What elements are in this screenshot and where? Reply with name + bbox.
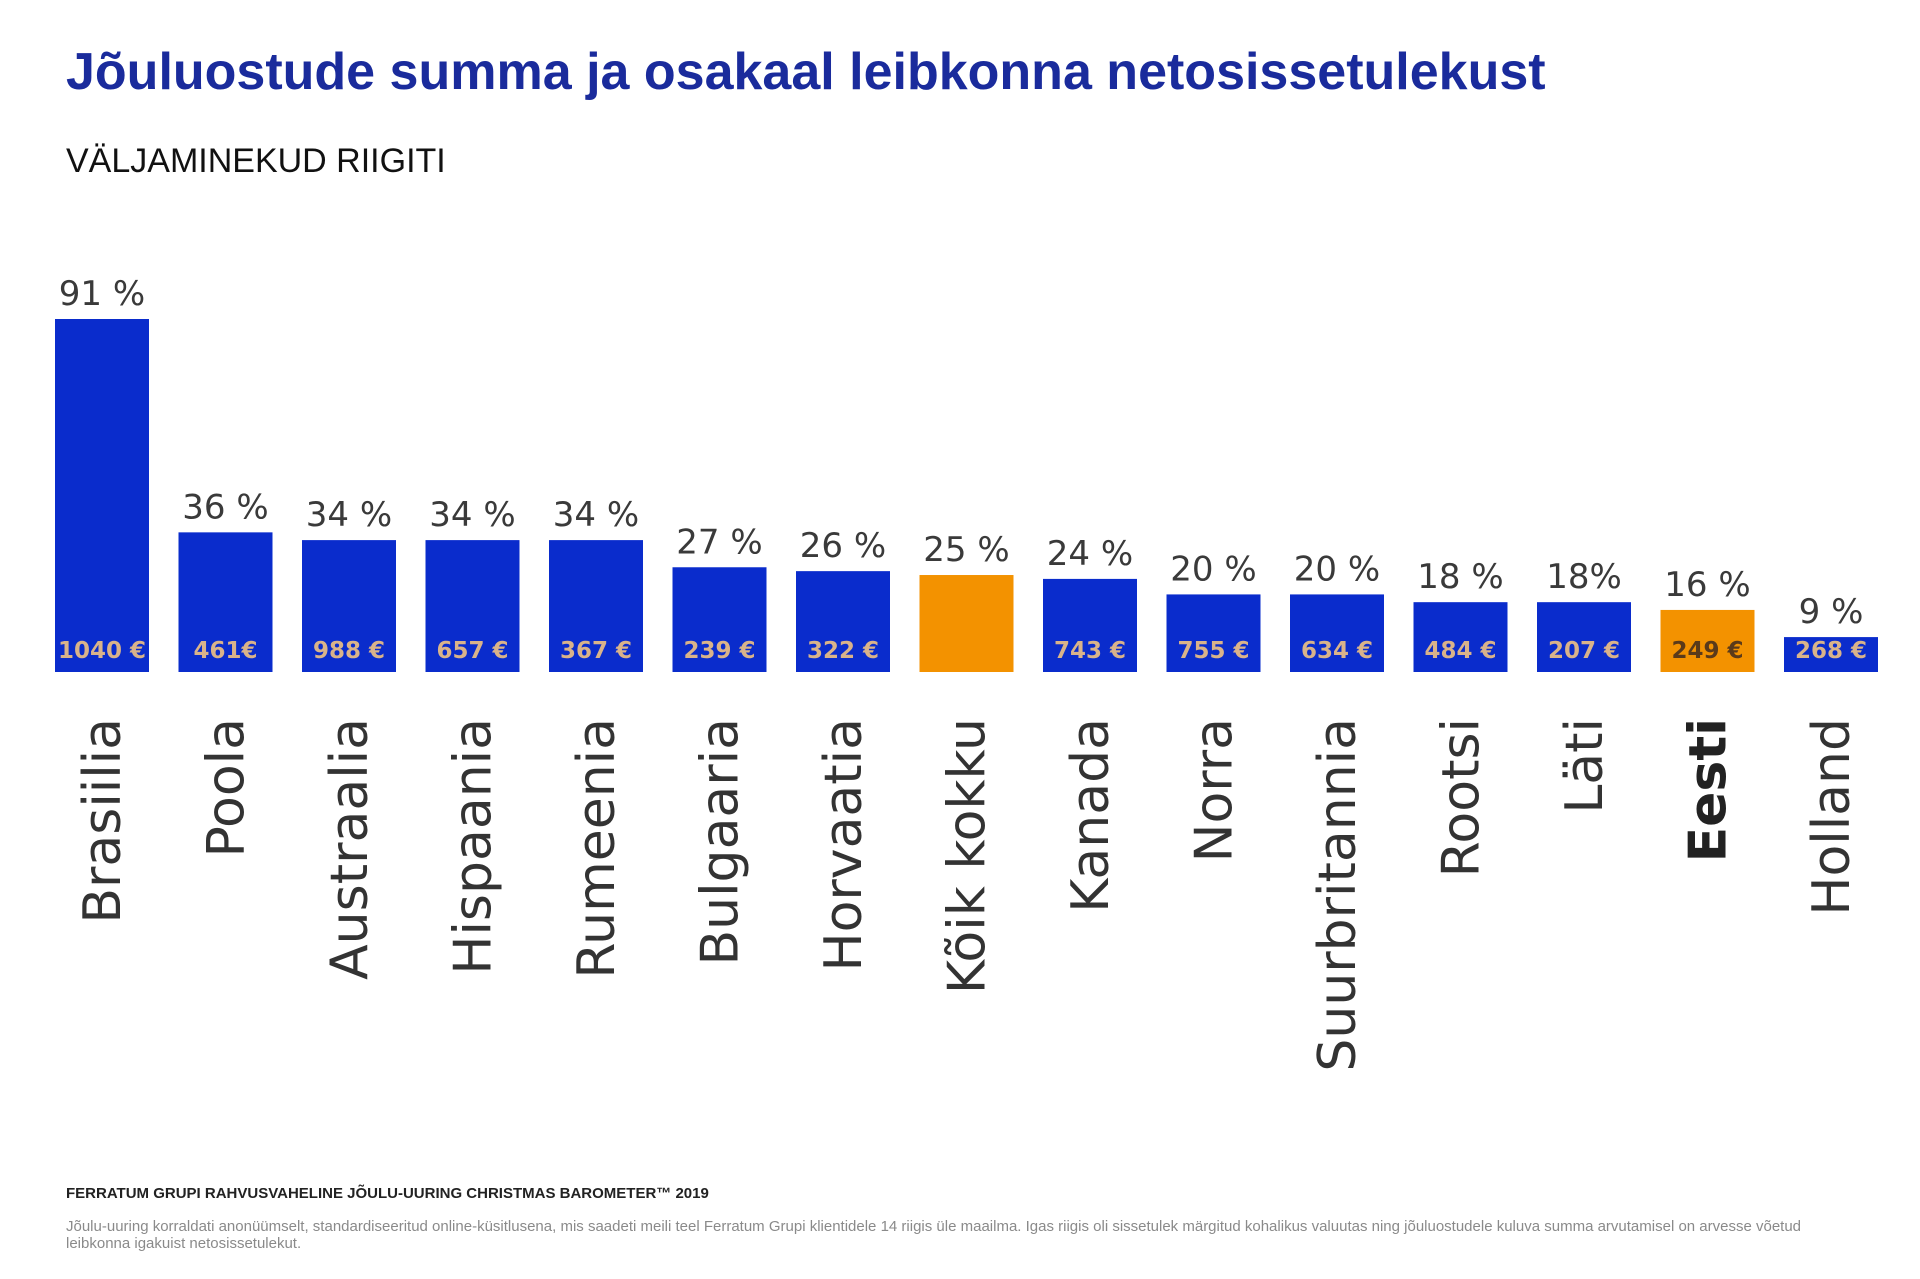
bar-bulgaaria (672, 567, 767, 672)
bar-austraalia (302, 540, 396, 672)
bar-horvaatia (796, 571, 890, 672)
category-label-eesti: Eesti (1679, 718, 1739, 862)
chart-subtitle: VÄLJAMINEKUD RIIGITI (66, 142, 446, 180)
bar-rumeenia (549, 540, 643, 672)
bar-percent-label: 20 % (1294, 549, 1380, 589)
category-label-rootsi: Rootsi (1432, 718, 1492, 877)
bar-hispaania (425, 540, 520, 672)
category-label-brasiilia: Brasiilia (73, 718, 133, 924)
footer-source-title: FERRATUM GRUPI RAHVUSVAHELINE JÕULU-UURI… (66, 1185, 709, 1202)
category-label-kõik-kokku: Kõik kokku (938, 718, 998, 994)
bar-amount-label: 268 € (1795, 638, 1867, 664)
bar-norra (1166, 594, 1261, 672)
labels-layer: 91 % 1040 € Brasiilia 36 % 461€ Poola 34 % 988 … (58, 274, 1867, 1072)
bar-amount-label: 239 € (683, 638, 755, 664)
bar-percent-label: 25 % (923, 530, 1009, 570)
category-label-läti: Läti (1555, 718, 1615, 814)
bar-amount-label: 988 € (313, 638, 385, 664)
bar-amount-label: 461€ (193, 638, 257, 664)
category-label-austraalia: Austraalia (320, 718, 380, 980)
bar-percent-label: 20 % (1170, 549, 1256, 589)
category-label-bulgaaria: Bulgaaria (691, 718, 751, 966)
category-label-hispaania: Hispaania (444, 718, 504, 975)
category-label-suurbritannia: Suurbritannia (1308, 718, 1368, 1072)
bar-eesti (1660, 609, 1755, 672)
bar-percent-label: 34 % (306, 495, 392, 535)
category-label-poola: Poola (197, 718, 257, 857)
bar-amount-label: 634 € (1301, 638, 1373, 664)
bar-poola (178, 532, 273, 672)
bar-holland (1784, 637, 1878, 672)
bar-kanada (1043, 578, 1137, 672)
bar-chart: 91 % 1040 € Brasiilia 36 % 461€ Poola 34 % 988 … (55, 274, 1878, 1072)
bar-percent-label: 16 % (1664, 565, 1750, 605)
chart-title: Jõuluostude summa ja osakaal leibkonna n… (66, 43, 1546, 101)
category-label-kanada: Kanada (1061, 718, 1121, 913)
bar-percent-label: 27 % (676, 522, 762, 562)
bar-percent-label: 24 % (1047, 534, 1133, 574)
bar-amount-label: 743 € (1054, 638, 1126, 664)
bar-amount-label: 1040 € (58, 638, 146, 664)
bar-amount-label: 249 € (1671, 638, 1743, 664)
bar-brasiilia (55, 319, 149, 672)
bar-amount-label: 207 € (1548, 638, 1620, 664)
bar-amount-label: 322 € (807, 638, 879, 664)
bar-percent-label: 9 % (1799, 592, 1864, 632)
bar-amount-label: 657 € (436, 638, 508, 664)
category-label-holland: Holland (1802, 718, 1862, 916)
bars-layer (55, 319, 1878, 672)
bar-percent-label: 26 % (800, 526, 886, 566)
category-label-horvaatia: Horvaatia (814, 718, 874, 972)
footer-methodology-note: Jõulu-uuring korraldati anonüümselt, sta… (66, 1218, 1802, 1252)
bar-amount-label: 755 € (1177, 638, 1249, 664)
bar-percent-label: 91 % (59, 274, 145, 314)
bar-suurbritannia (1290, 594, 1384, 672)
bar-amount-label: 484 € (1424, 638, 1496, 664)
bar-rootsi (1413, 602, 1508, 672)
bar-percent-label: 34 % (429, 495, 515, 535)
bar-percent-label: 36 % (182, 487, 268, 527)
bar-amount-label: 367 € (560, 638, 632, 664)
category-label-rumeenia: Rumeenia (567, 718, 627, 979)
bar-percent-label: 18% (1546, 557, 1622, 597)
bar-percent-label: 34 % (553, 495, 639, 535)
bar-percent-label: 18 % (1417, 557, 1503, 597)
category-label-norra: Norra (1185, 718, 1245, 862)
bar-kõik-kokku (919, 575, 1014, 672)
bar-läti (1537, 602, 1631, 672)
